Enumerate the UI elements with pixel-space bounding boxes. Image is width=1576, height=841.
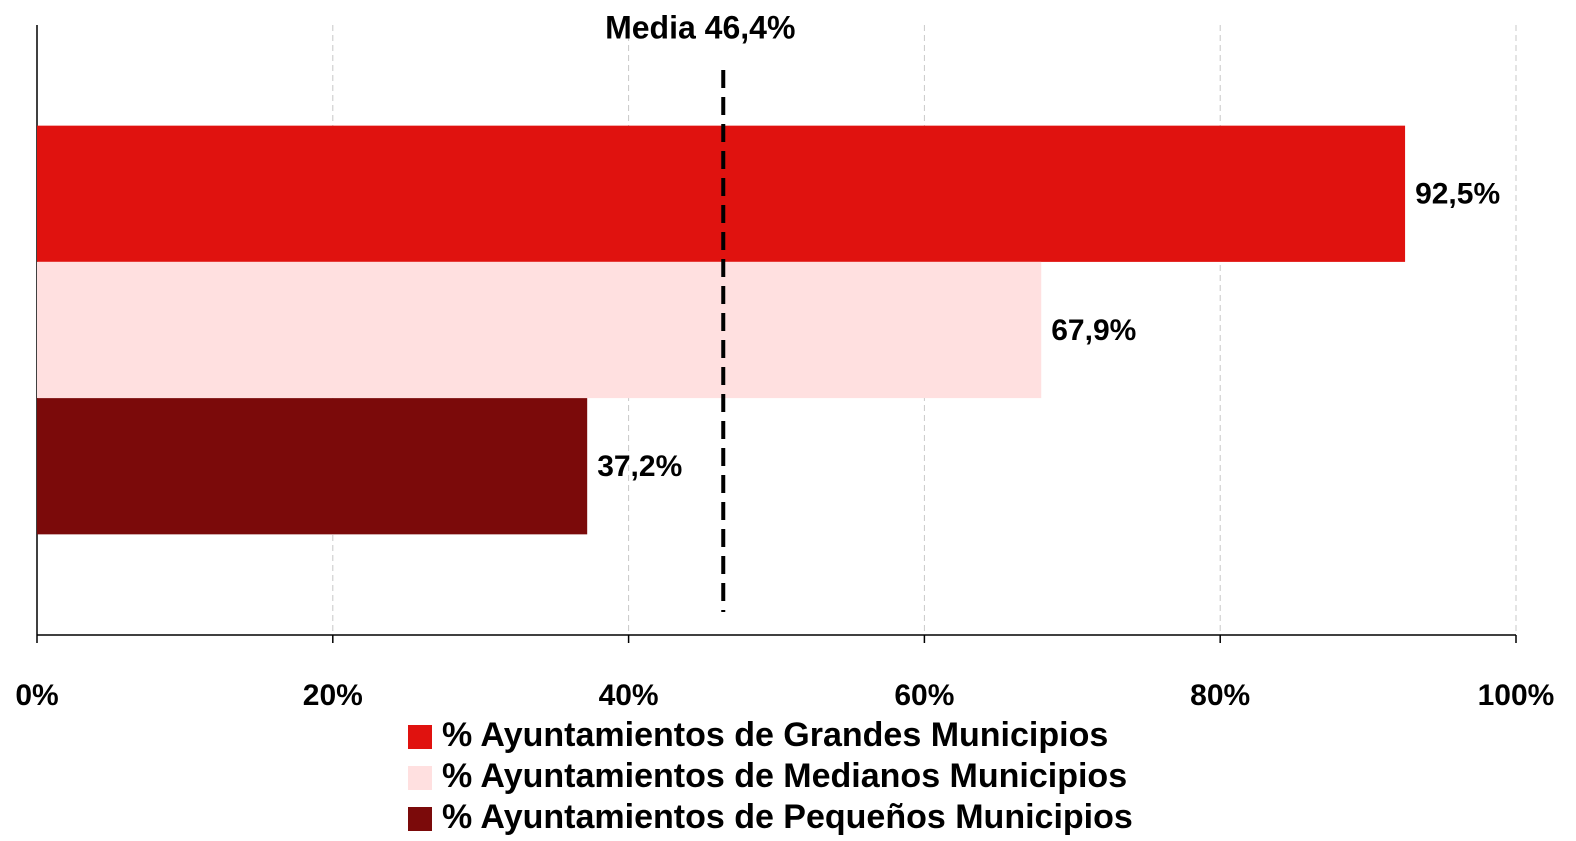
data-label: 92,5% xyxy=(1415,178,1500,211)
data-label: 37,2% xyxy=(597,450,682,483)
legend-label: % Ayuntamientos de Pequeños Municipios xyxy=(442,798,1133,836)
legend-swatch xyxy=(408,725,432,749)
legend-label: % Ayuntamientos de Medianos Municipios xyxy=(442,757,1127,795)
bar xyxy=(37,125,1406,262)
legend-swatch xyxy=(408,766,432,790)
x-tick-label: 0% xyxy=(15,679,58,712)
bar xyxy=(37,398,588,535)
x-tick-label: 60% xyxy=(894,679,954,712)
x-tick-label: 80% xyxy=(1190,679,1250,712)
bar xyxy=(37,261,1042,399)
x-tick-label: 20% xyxy=(303,679,363,712)
x-tick-label: 100% xyxy=(1478,679,1555,712)
data-label: 67,9% xyxy=(1051,314,1136,347)
legend-label: % Ayuntamientos de Grandes Municipios xyxy=(442,716,1108,754)
x-tick-label: 40% xyxy=(599,679,659,712)
reference-label: Media 46,4% xyxy=(605,9,795,45)
legend-swatch xyxy=(408,807,432,831)
